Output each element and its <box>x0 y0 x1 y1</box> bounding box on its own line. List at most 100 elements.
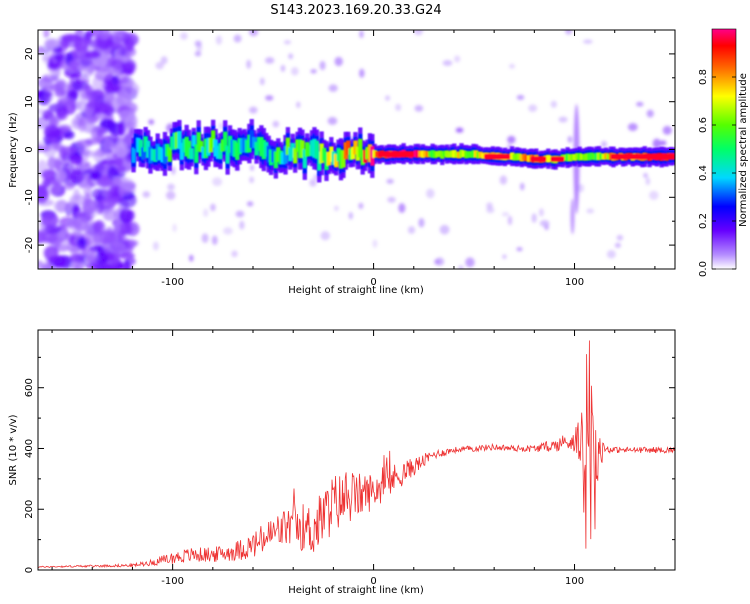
colorbar-gradient <box>711 28 737 270</box>
colorbar-tick-label: 0.8 <box>698 69 709 85</box>
noise-speck <box>414 104 424 112</box>
ridge-core <box>307 144 312 157</box>
ridge-core <box>413 150 418 158</box>
noise-blob <box>38 159 48 176</box>
ridge-core <box>370 146 375 166</box>
noise-speck <box>334 56 343 67</box>
noise-speck <box>196 43 203 52</box>
ridge-core <box>170 136 175 150</box>
ridge-core <box>517 153 522 161</box>
noise-blob <box>93 220 106 236</box>
noise-blob <box>94 69 113 81</box>
ridge-core <box>230 139 235 157</box>
noise-blob <box>70 169 85 184</box>
noise-speck <box>538 208 544 217</box>
x-tick-label: -100 <box>161 277 184 288</box>
ridge-core <box>261 139 266 160</box>
noise-blob <box>101 158 116 165</box>
noise-speck <box>264 57 275 64</box>
ridge-core <box>512 154 517 161</box>
noise-speck <box>652 138 661 149</box>
ridge-peak <box>610 153 675 160</box>
noise-blob <box>43 245 59 261</box>
noise-blob <box>47 156 57 170</box>
ridge-core <box>143 136 148 152</box>
noise-speck <box>359 30 364 39</box>
spectrogram-heatmap <box>38 30 675 269</box>
ridge-core <box>589 152 594 160</box>
x-tick-label: 0 <box>370 576 376 587</box>
ridge-core <box>157 146 163 161</box>
ridge-core <box>295 139 300 152</box>
noise-blob <box>82 64 95 77</box>
ridge-core <box>201 146 206 159</box>
colorbar-tick-label: 0.0 <box>698 261 709 277</box>
ridge-core <box>432 150 438 159</box>
ridge-core <box>247 134 252 153</box>
noise-speck <box>319 60 326 71</box>
noise-blob <box>43 89 55 102</box>
ridge-core <box>259 137 264 157</box>
ridge-core <box>242 137 247 152</box>
noise-speck <box>528 104 538 112</box>
noise-speck <box>160 56 168 65</box>
ridge-core <box>278 150 283 165</box>
ridge-core <box>225 145 230 164</box>
ridge-core <box>440 151 445 159</box>
ridge-core <box>587 152 592 161</box>
noise-speck <box>203 208 209 218</box>
noise-blob <box>66 218 82 231</box>
noise-speck <box>334 205 339 211</box>
noise-blob <box>117 45 128 57</box>
y-tick-label: 20 <box>24 48 35 61</box>
colorbar-tick-label: 0.2 <box>698 213 709 229</box>
noise-speck <box>454 55 461 63</box>
noise-speck <box>272 120 280 128</box>
noise-speck <box>509 63 515 69</box>
noise-speck <box>516 247 523 252</box>
noise-blob <box>44 38 60 49</box>
ridge-core <box>510 152 515 160</box>
ridge-core <box>239 138 245 153</box>
noise-speck <box>499 175 508 185</box>
ridge-core <box>601 153 606 160</box>
ridge-core <box>165 143 170 157</box>
noise-speck <box>250 164 255 171</box>
ridge-core <box>329 146 334 163</box>
noise-speck <box>172 223 177 233</box>
noise-speck <box>290 67 299 76</box>
ridge-core <box>196 132 201 152</box>
ridge-core <box>314 140 320 159</box>
noise-speck <box>502 254 507 259</box>
ridge-core <box>423 150 428 157</box>
noise-speck <box>320 231 330 241</box>
noise-speck <box>649 190 659 200</box>
y-tick-label: -20 <box>24 237 35 253</box>
noise-speck <box>645 177 651 186</box>
ridge-core <box>266 145 271 163</box>
noise-speck <box>565 30 573 35</box>
noise-speck <box>142 191 151 198</box>
ridge-core <box>321 147 327 162</box>
noise-blob <box>38 108 47 115</box>
noise-speck <box>210 203 216 212</box>
ridge-core <box>459 149 464 158</box>
ridge-core <box>563 154 568 161</box>
noise-speck <box>194 51 202 57</box>
noise-blob <box>113 176 122 186</box>
ridge-core <box>435 151 440 158</box>
ridge-core <box>326 151 332 166</box>
noise-blob <box>38 46 51 55</box>
noise-blob <box>54 53 65 62</box>
noise-blob <box>78 117 86 133</box>
ridge-core <box>206 137 211 156</box>
ridge-core <box>360 149 365 166</box>
ridge-core <box>317 151 322 171</box>
snr-x-ticks: -100 0 100 <box>51 330 656 587</box>
ridge-core <box>182 138 187 153</box>
ridge-core <box>447 151 452 158</box>
noise-blob <box>110 143 122 151</box>
noise-blob <box>43 30 50 39</box>
noise-speck <box>486 206 495 214</box>
ridge-core <box>215 145 221 159</box>
